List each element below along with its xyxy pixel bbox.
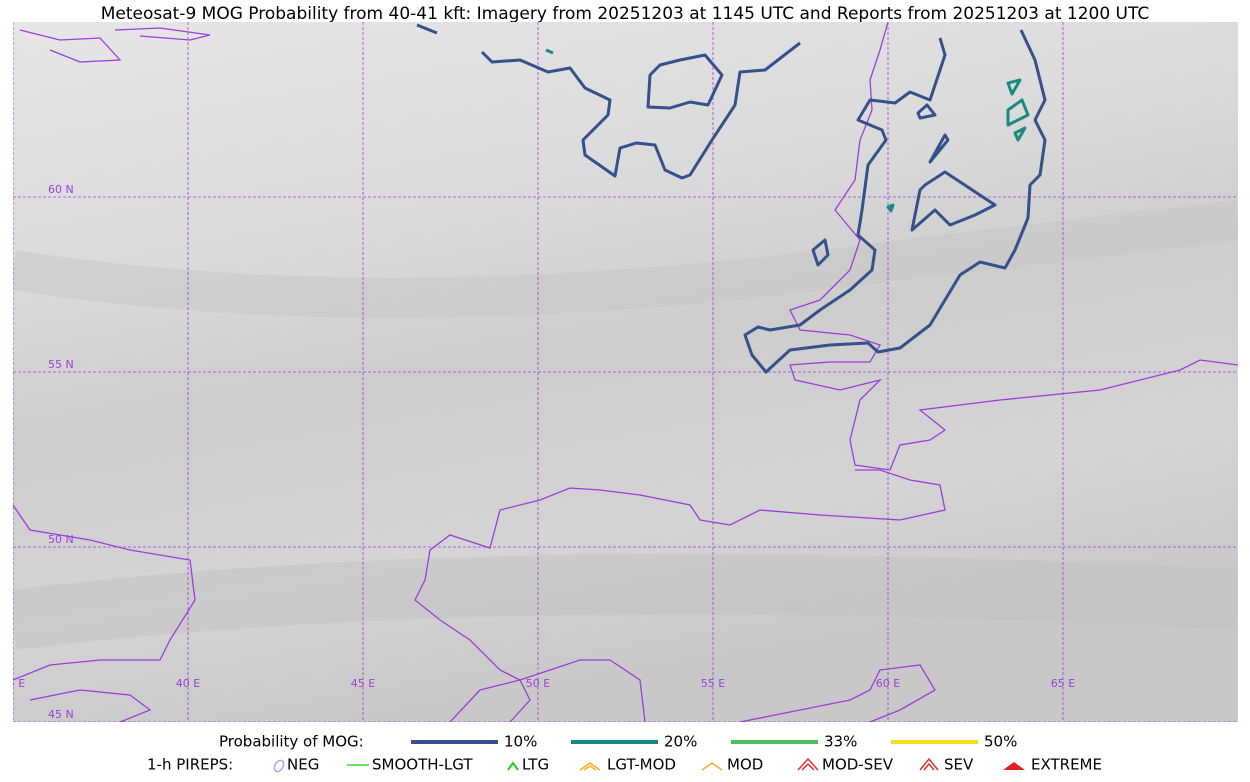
lat-label: 45 N [48, 708, 74, 721]
lon-label: 55 E [701, 677, 725, 690]
legend-label: LTG [522, 756, 549, 774]
lon-label: 40 E [176, 677, 200, 690]
lat-label: 55 N [48, 358, 74, 371]
title: Meteosat-9 MOG Probability from 40-41 kf… [101, 4, 1150, 24]
legend-label: 10% [504, 733, 537, 751]
cloud-band [13, 554, 1238, 650]
legend-title: 1-h PIREPS: [147, 756, 233, 774]
coastlines [13, 22, 1238, 722]
legend-label: EXTREME [1031, 756, 1102, 774]
lon-label: 35 E [1, 677, 25, 690]
legend: Probability of MOG: 1-h PIREPS: 10% 20% 33… [147, 733, 1102, 774]
legend-label: 50% [984, 733, 1017, 751]
lon-label: 60 E [876, 677, 900, 690]
map: 35 E 40 E 45 E 50 E 55 E 60 E 65 E 60 N 55 N 50 N… [1, 22, 1238, 722]
legend-label: SMOOTH-LGT [372, 756, 473, 774]
legend-label: MOD [727, 756, 763, 774]
pirep-icons [273, 757, 1025, 773]
lat-label: 60 N [48, 183, 74, 196]
legend-label: NEG [287, 756, 319, 774]
cloud-band [13, 200, 1238, 318]
legend-label: LGT-MOD [607, 756, 676, 774]
legend-label: MOD-SEV [822, 756, 894, 774]
lon-label: 45 E [351, 677, 375, 690]
graticule [13, 22, 1238, 722]
mog-contours [416, 23, 1047, 374]
legend-label: 20% [664, 733, 697, 751]
lon-label: 65 E [1051, 677, 1075, 690]
legend-label: SEV [944, 756, 974, 774]
lat-label: 50 N [48, 533, 74, 546]
graticule-labels: 35 E 40 E 45 E 50 E 55 E 60 E 65 E 60 N 55 N 50 N… [1, 183, 1075, 721]
legend-title: Probability of MOG: [219, 733, 364, 751]
lon-label: 50 E [526, 677, 550, 690]
legend-label: 33% [824, 733, 857, 751]
